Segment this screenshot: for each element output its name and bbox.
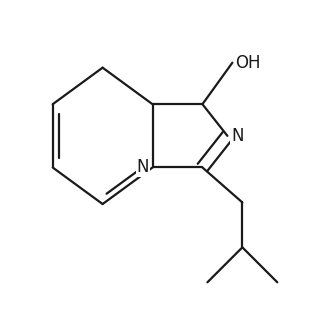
Text: OH: OH <box>235 54 260 72</box>
Text: N: N <box>137 158 149 177</box>
Text: N: N <box>231 127 244 145</box>
